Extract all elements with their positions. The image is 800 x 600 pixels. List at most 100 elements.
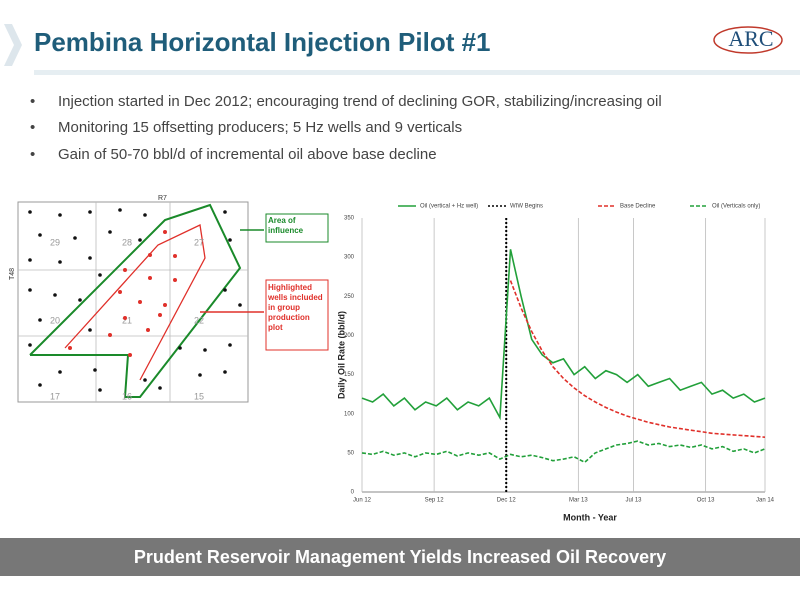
y-tick-label: 50	[347, 450, 354, 456]
highlighted-well	[158, 313, 162, 317]
legend-label: WIW Begins	[510, 204, 543, 210]
map-frame	[17, 201, 249, 403]
footer-banner	[0, 538, 800, 576]
bullet: •	[30, 119, 35, 136]
well	[28, 210, 32, 214]
well	[228, 238, 232, 242]
slide-title: Pembina Horizontal Injection Pilot #1	[34, 27, 491, 57]
logo-ring	[713, 26, 783, 54]
callout-box	[265, 213, 329, 243]
well	[58, 260, 62, 264]
callout-box	[265, 279, 329, 351]
y-tick-label: 0	[351, 490, 355, 496]
y-tick-label: 200	[344, 333, 355, 339]
y-tick-label: 100	[344, 411, 355, 417]
well	[223, 288, 227, 292]
section-label: 20	[50, 315, 60, 325]
callout: Area of influence	[268, 216, 303, 235]
chevron	[4, 24, 22, 66]
highlighted-well	[68, 346, 72, 350]
well	[203, 348, 207, 352]
section-label: 16	[122, 391, 132, 401]
well	[138, 238, 142, 242]
section-label: 22	[194, 315, 204, 325]
well	[223, 210, 227, 214]
highlight-outline	[64, 224, 206, 381]
x-tick-label: Oct 13	[697, 498, 715, 504]
series-line	[509, 280, 766, 438]
series-line	[361, 440, 766, 464]
well	[38, 318, 42, 322]
highlighted-well	[148, 276, 152, 280]
township-label: T48	[9, 268, 16, 280]
well	[143, 213, 147, 217]
bullet: •	[30, 93, 35, 110]
bullet: •	[30, 146, 35, 163]
highlighted-well	[173, 254, 177, 258]
well	[88, 210, 92, 214]
x-tick-label: Sep 12	[425, 498, 445, 504]
well	[88, 256, 92, 260]
x-tick-label: Mar 13	[569, 498, 588, 504]
highlighted-well	[173, 278, 177, 282]
section-label: 29	[50, 237, 60, 247]
x-tick-label: Jun 12	[353, 498, 372, 504]
bullet-text: Monitoring 15 offsetting producers; 5 Hz…	[58, 119, 462, 136]
well	[78, 298, 82, 302]
well	[73, 236, 77, 240]
highlighted-well	[163, 230, 167, 234]
well	[98, 273, 102, 277]
callout: Highlighted wells included in group prod…	[268, 283, 323, 332]
legend-label: Oil (Verticals only)	[712, 204, 760, 210]
well	[58, 370, 62, 374]
legend-label: Oil (vertical + Hz well)	[420, 204, 478, 210]
well	[58, 213, 62, 217]
y-tick-label: 350	[344, 216, 355, 222]
legend-label: Base Decline	[620, 204, 656, 210]
well	[223, 370, 227, 374]
influence-outline	[29, 203, 242, 398]
range-label: R7	[158, 195, 167, 202]
well	[53, 293, 57, 297]
bullet-text: Injection started in Dec 2012; encouragi…	[58, 93, 662, 110]
highlighted-well	[163, 303, 167, 307]
well	[143, 378, 147, 382]
y-tick-label: 150	[344, 372, 355, 378]
well	[28, 343, 32, 347]
well	[28, 258, 32, 262]
well	[93, 368, 97, 372]
highlighted-well	[138, 300, 142, 304]
x-tick-label: Jan 14	[756, 498, 775, 504]
y-tick-label: 250	[344, 294, 355, 300]
well	[238, 303, 242, 307]
x-tick-label: Jul 13	[625, 498, 642, 504]
well	[228, 343, 232, 347]
section-label: 15	[194, 391, 204, 401]
bullet-text: Gain of 50-70 bbl/d of incremental oil a…	[58, 146, 437, 163]
highlighted-well	[148, 253, 152, 257]
section-label: 27	[194, 237, 204, 247]
section-label: 17	[50, 391, 60, 401]
well	[88, 328, 92, 332]
well	[158, 386, 162, 390]
x-tick-label: Dec 12	[497, 498, 517, 504]
highlighted-well	[128, 353, 132, 357]
highlighted-well	[123, 316, 127, 320]
y-tick-label: 300	[344, 255, 355, 261]
well	[118, 208, 122, 212]
well	[28, 288, 32, 292]
highlighted-well	[118, 290, 122, 294]
well	[198, 373, 202, 377]
x-axis-title: Month - Year	[563, 512, 617, 522]
well	[38, 383, 42, 387]
well	[108, 230, 112, 234]
logo: ARC	[728, 26, 773, 51]
map: R7 T48 29 28 27 20 21 22 17 16 15 Area o…	[9, 195, 329, 403]
callout-text: Highlighted wells included in group prod…	[268, 283, 323, 332]
highlighted-well	[123, 268, 127, 272]
series-line	[361, 249, 766, 421]
bullet-list: • Injection started in Dec 2012; encoura…	[30, 93, 662, 163]
divider	[34, 70, 800, 75]
